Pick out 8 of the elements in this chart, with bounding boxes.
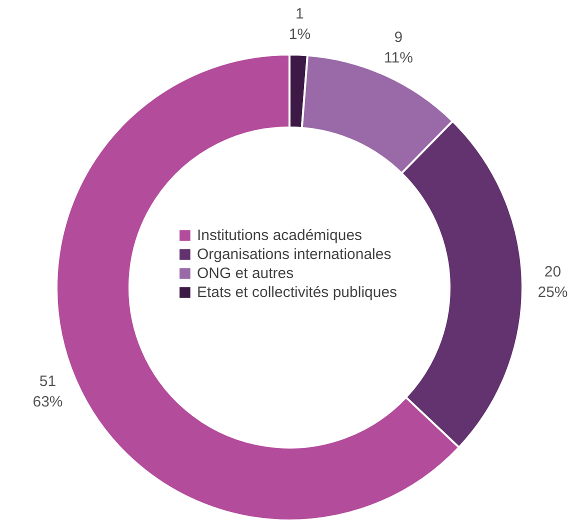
legend-label: Organisations internationales — [196, 246, 392, 262]
data-label: 51 63% — [32, 373, 63, 410]
legend-label: Etats et collectivités publiques — [196, 284, 398, 300]
data-label: 1 1% — [288, 6, 311, 44]
legend-label: ONG et autres — [196, 264, 294, 282]
data-label: 20 25% — [538, 264, 568, 302]
data-label: 9 11% — [384, 29, 413, 67]
legend-label: Institutions académiques — [196, 226, 362, 244]
